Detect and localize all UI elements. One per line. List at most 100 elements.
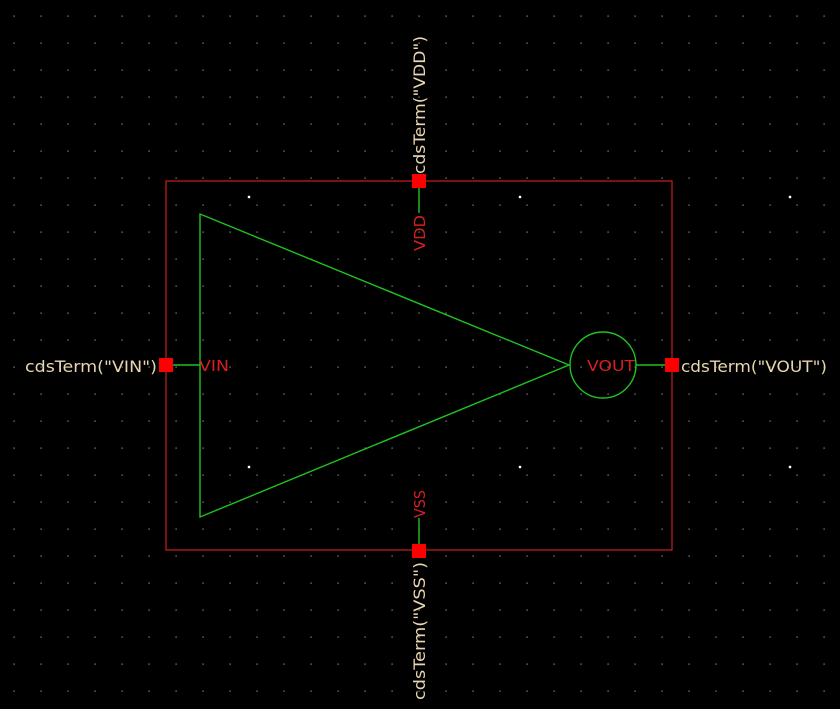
grid-dot: [661, 204, 663, 206]
grid-dot: [823, 285, 825, 287]
grid-dot: [607, 285, 609, 287]
grid-dot: [580, 555, 582, 557]
grid-dot: [256, 663, 258, 665]
grid-dot: [634, 555, 636, 557]
grid-dot: [418, 366, 420, 368]
grid-dot: [148, 69, 150, 71]
grid-dot: [13, 474, 15, 476]
grid-dot: [202, 528, 204, 530]
grid-dot: [310, 663, 312, 665]
grid-dot: [499, 258, 501, 260]
grid-dot: [175, 447, 177, 449]
grid-dot: [715, 312, 717, 314]
grid-dot: [661, 231, 663, 233]
grid-dot: [175, 204, 177, 206]
grid-dot: [580, 258, 582, 260]
grid-dot: [715, 636, 717, 638]
grid-dot: [256, 582, 258, 584]
grid-dot: [121, 528, 123, 530]
grid-dot: [148, 420, 150, 422]
grid-dot: [769, 474, 771, 476]
grid-dot: [553, 609, 555, 611]
grid-dot: [607, 582, 609, 584]
grid-dot: [256, 393, 258, 395]
grid-dot: [688, 150, 690, 152]
grid-dot: [202, 204, 204, 206]
grid-dot-major: [788, 195, 792, 199]
grid-dot: [553, 204, 555, 206]
grid-dot: [67, 258, 69, 260]
grid-dot: [175, 474, 177, 476]
grid-dot: [391, 96, 393, 98]
grid-dot: [121, 96, 123, 98]
grid-dot: [418, 690, 420, 692]
grid-dot: [661, 177, 663, 179]
grid-dot: [580, 528, 582, 530]
grid-dot: [256, 312, 258, 314]
grid-dot: [229, 420, 231, 422]
grid-dot: [148, 690, 150, 692]
grid-dot: [688, 555, 690, 557]
grid-dot: [580, 69, 582, 71]
grid-dot: [13, 15, 15, 17]
grid-dot: [472, 231, 474, 233]
vin-pin[interactable]: [159, 358, 173, 372]
vout-pin[interactable]: [665, 358, 679, 372]
vss-pin[interactable]: [412, 544, 426, 558]
grid-dot: [94, 366, 96, 368]
grid-dot: [472, 582, 474, 584]
grid-dot: [391, 555, 393, 557]
grid-dot: [715, 15, 717, 17]
grid-dot: [634, 609, 636, 611]
grid-dot: [472, 69, 474, 71]
grid-dot: [823, 69, 825, 71]
grid-dot: [229, 96, 231, 98]
grid-dot: [337, 123, 339, 125]
grid-dot: [661, 582, 663, 584]
vdd-pin[interactable]: [412, 174, 426, 188]
grid-dot: [688, 393, 690, 395]
grid-dot-major: [788, 465, 792, 469]
grid-dot: [823, 555, 825, 557]
grid-dot: [715, 420, 717, 422]
grid-dot: [391, 177, 393, 179]
grid-dot: [364, 258, 366, 260]
grid-dot: [40, 123, 42, 125]
grid-dot: [553, 393, 555, 395]
grid-dot: [175, 393, 177, 395]
grid-dot: [283, 150, 285, 152]
grid-dot: [148, 339, 150, 341]
grid-dot: [445, 555, 447, 557]
grid-dot: [688, 231, 690, 233]
grid-dot: [256, 636, 258, 638]
grid-dot: [526, 123, 528, 125]
grid-dot: [418, 393, 420, 395]
grid-dot: [94, 177, 96, 179]
grid-dot: [823, 258, 825, 260]
grid-dot: [796, 69, 798, 71]
grid-dot: [148, 96, 150, 98]
grid-dot: [121, 474, 123, 476]
grid-dot: [796, 285, 798, 287]
grid-dot: [229, 555, 231, 557]
grid-dot: [472, 474, 474, 476]
grid-dot-major: [247, 195, 251, 199]
grid-dot: [94, 42, 96, 44]
grid-dot: [499, 69, 501, 71]
grid-dot: [283, 123, 285, 125]
grid-dot: [823, 420, 825, 422]
grid-dot: [742, 96, 744, 98]
grid-dot: [688, 204, 690, 206]
grid-dot: [661, 15, 663, 17]
grid-dot: [283, 690, 285, 692]
grid-dot: [283, 582, 285, 584]
grid-dot: [472, 366, 474, 368]
grid-dot: [310, 150, 312, 152]
grid-dot: [310, 312, 312, 314]
grid-dot: [553, 501, 555, 503]
grid-dot: [823, 690, 825, 692]
grid-dot: [40, 312, 42, 314]
grid-dot: [472, 447, 474, 449]
grid-dot: [634, 447, 636, 449]
